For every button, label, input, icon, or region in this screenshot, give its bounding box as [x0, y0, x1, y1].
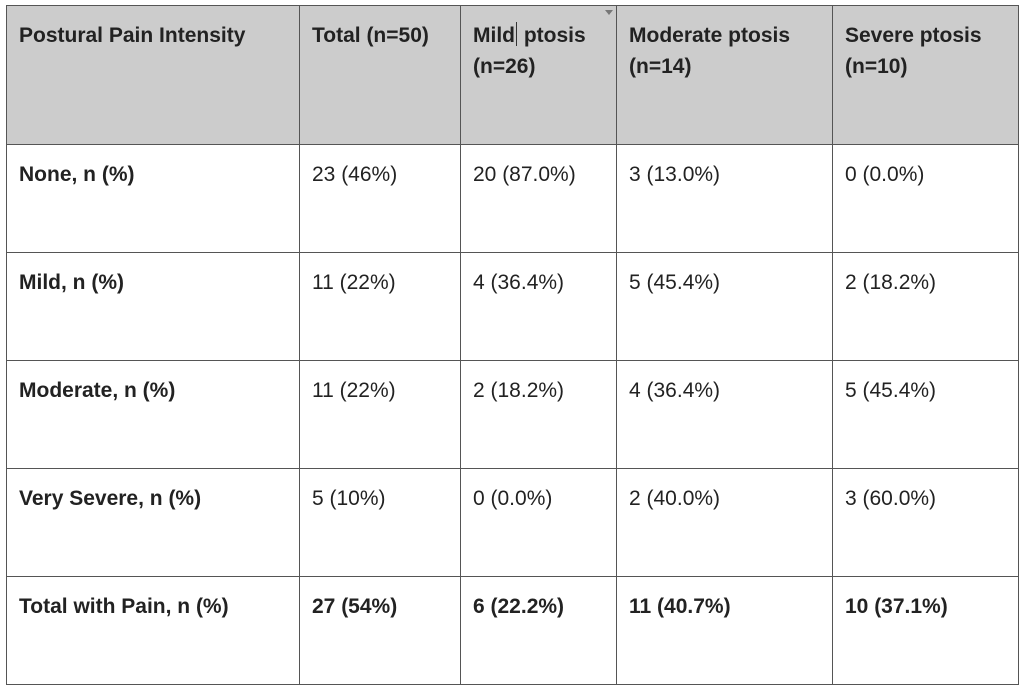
row-label[interactable]: Total with Pain, n (%): [6, 576, 300, 685]
cell-severe[interactable]: 10 (37.1%): [832, 576, 1019, 685]
header-row: Postural Pain Intensity Total (n=50) Mil…: [6, 5, 1019, 145]
dropdown-caret-icon[interactable]: [605, 10, 613, 15]
row-label[interactable]: Mild, n (%): [6, 252, 300, 361]
cell-moderate[interactable]: 5 (45.4%): [616, 252, 833, 361]
header-count: (n=14): [629, 55, 692, 78]
cell-severe[interactable]: 2 (18.2%): [832, 252, 1019, 361]
cell-moderate[interactable]: 4 (36.4%): [616, 360, 833, 469]
cell-mild[interactable]: 6 (22.2%): [460, 576, 617, 685]
cell-severe[interactable]: 0 (0.0%): [832, 144, 1019, 253]
total-row: Total with Pain, n (%) 27 (54%) 6 (22.2%…: [6, 576, 1019, 685]
postural-pain-table: Postural Pain Intensity Total (n=50) Mil…: [6, 5, 1019, 685]
header-label: Total (n=50): [312, 24, 429, 47]
cell-moderate[interactable]: 3 (13.0%): [616, 144, 833, 253]
cell-moderate[interactable]: 2 (40.0%): [616, 468, 833, 577]
cell-total[interactable]: 27 (54%): [299, 576, 461, 685]
header-label: Severe ptosis: [845, 24, 982, 47]
cell-severe[interactable]: 3 (60.0%): [832, 468, 1019, 577]
row-label[interactable]: None, n (%): [6, 144, 300, 253]
cell-total[interactable]: 5 (10%): [299, 468, 461, 577]
row-label[interactable]: Very Severe, n (%): [6, 468, 300, 577]
table-row: Mild, n (%) 11 (22%) 4 (36.4%) 5 (45.4%)…: [6, 252, 1019, 361]
cell-total[interactable]: 11 (22%): [299, 252, 461, 361]
cell-mild[interactable]: 2 (18.2%): [460, 360, 617, 469]
header-label-part: ptosis: [518, 24, 586, 47]
cell-total[interactable]: 23 (46%): [299, 144, 461, 253]
cell-severe[interactable]: 5 (45.4%): [832, 360, 1019, 469]
header-mild-ptosis[interactable]: Mild ptosis (n=26): [460, 5, 617, 145]
header-label: Postural Pain Intensity: [19, 24, 246, 47]
cell-moderate[interactable]: 11 (40.7%): [616, 576, 833, 685]
header-moderate-ptosis[interactable]: Moderate ptosis (n=14): [616, 5, 833, 145]
cell-mild[interactable]: 0 (0.0%): [460, 468, 617, 577]
row-label[interactable]: Moderate, n (%): [6, 360, 300, 469]
header-label: Moderate ptosis: [629, 24, 791, 47]
header-count: (n=26): [473, 55, 536, 78]
header-postural-pain-intensity[interactable]: Postural Pain Intensity: [6, 5, 300, 145]
cell-mild[interactable]: 20 (87.0%): [460, 144, 617, 253]
header-label-part: Mild: [473, 24, 515, 47]
cell-total[interactable]: 11 (22%): [299, 360, 461, 469]
header-total[interactable]: Total (n=50): [299, 5, 461, 145]
table-row: Moderate, n (%) 11 (22%) 2 (18.2%) 4 (36…: [6, 360, 1019, 469]
header-severe-ptosis[interactable]: Severe ptosis (n=10): [832, 5, 1019, 145]
table-row: None, n (%) 23 (46%) 20 (87.0%) 3 (13.0%…: [6, 144, 1019, 253]
cell-mild[interactable]: 4 (36.4%): [460, 252, 617, 361]
header-count: (n=10): [845, 55, 908, 78]
text-cursor: [516, 22, 517, 46]
table-row: Very Severe, n (%) 5 (10%) 0 (0.0%) 2 (4…: [6, 468, 1019, 577]
